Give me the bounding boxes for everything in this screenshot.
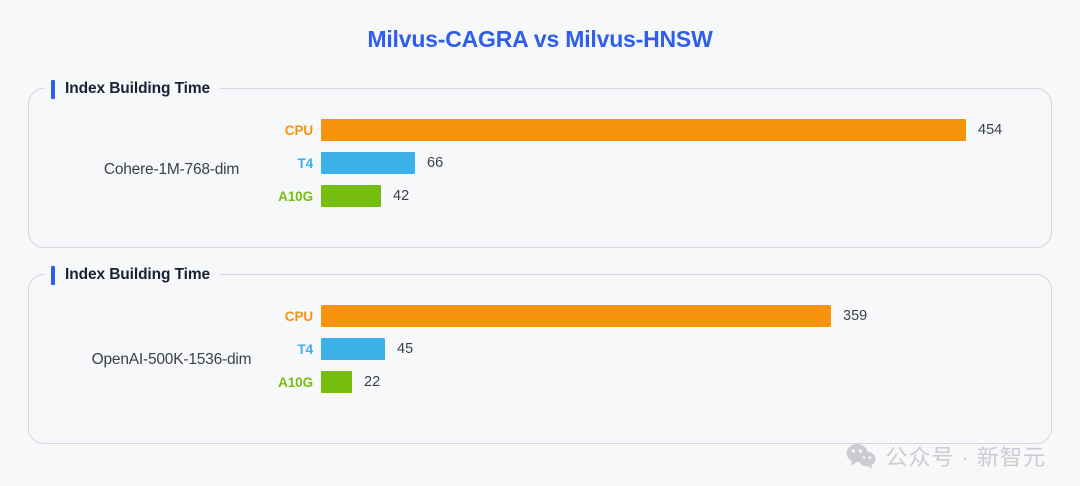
- chart-card: Index Building Time Cohere-1M-768-dim CPU 4…: [28, 78, 1052, 248]
- bar-track: [321, 119, 966, 141]
- chart-card: Index Building Time OpenAI-500K-1536-dim C…: [28, 264, 1052, 444]
- bar-value-label: 42: [393, 188, 410, 204]
- watermark: 公众号 · 新智元: [846, 440, 1046, 472]
- bar-fill: [321, 305, 831, 327]
- bar-fill: [321, 185, 381, 207]
- card-header: Index Building Time: [45, 78, 221, 100]
- bar-value-label: 45: [397, 341, 414, 357]
- bar-series-label: A10G: [278, 374, 313, 390]
- bar-row: T4 66: [29, 152, 1051, 174]
- bar-series-label: A10G: [278, 188, 313, 204]
- bar-value-label: 22: [364, 374, 381, 390]
- bar-track: [321, 185, 381, 207]
- category-label: Cohere-1M-768-dim: [103, 161, 240, 178]
- bar-row: A10G 42: [29, 185, 1051, 207]
- header-accent-bar: [51, 79, 55, 99]
- bar-series-label: CPU: [284, 122, 313, 138]
- bar-row: T4 45: [29, 338, 1051, 360]
- header-accent-bar: [51, 265, 55, 285]
- bar-value-label: 454: [978, 122, 1003, 138]
- bar-rows: CPU 359 T4 45 A10G 22: [29, 275, 1051, 443]
- page-title: Milvus-CAGRA vs Milvus-HNSW: [367, 26, 713, 52]
- bar-fill: [321, 338, 385, 360]
- card-header-label: Index Building Time: [65, 266, 211, 283]
- bar-series-label: T4: [297, 341, 313, 357]
- card-body: OpenAI-500K-1536-dim CPU 359 T4 45 A10G 22: [29, 275, 1051, 443]
- bar-track: [321, 152, 415, 174]
- bar-track: [321, 305, 831, 327]
- bar-series-label: CPU: [284, 308, 313, 324]
- wechat-icon: [846, 444, 876, 469]
- bar-track: [321, 338, 385, 360]
- watermark-text: 公众号 · 新智元: [885, 445, 1046, 470]
- bar-value-label: 66: [427, 155, 444, 171]
- bar-value-label: 359: [843, 308, 868, 324]
- card-header-label: Index Building Time: [65, 80, 211, 97]
- bar-track: [321, 371, 352, 393]
- bar-row: A10G 22: [29, 371, 1051, 393]
- bar-row: CPU 359: [29, 305, 1051, 327]
- bar-fill: [321, 371, 352, 393]
- bar-fill: [321, 119, 966, 141]
- bar-fill: [321, 152, 415, 174]
- category-label: OpenAI-500K-1536-dim: [91, 351, 252, 368]
- bar-row: CPU 454: [29, 119, 1051, 141]
- bar-series-label: T4: [297, 155, 313, 171]
- card-body: Cohere-1M-768-dim CPU 454 T4 66 A10G 42: [29, 89, 1051, 247]
- card-header: Index Building Time: [45, 264, 221, 286]
- bar-rows: CPU 454 T4 66 A10G 42: [29, 89, 1051, 247]
